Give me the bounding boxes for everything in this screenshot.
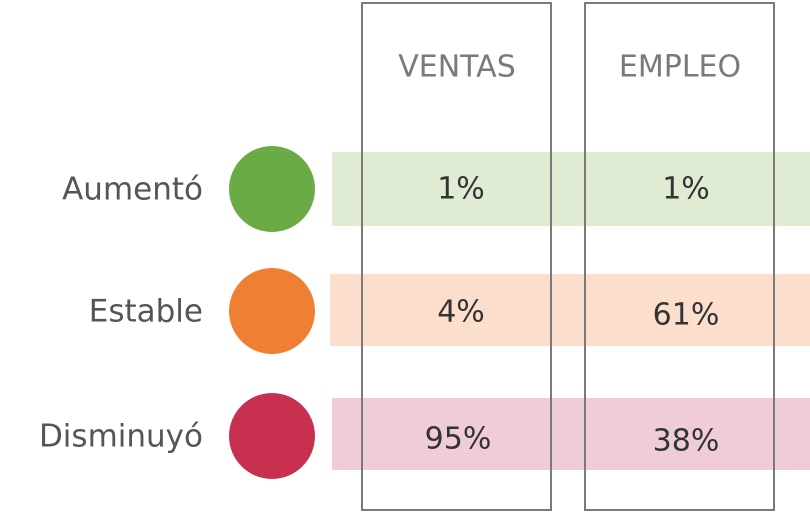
status-dot (229, 146, 315, 232)
column-box (584, 2, 775, 511)
row-label: Disminuyó (39, 419, 203, 455)
status-dot (229, 393, 315, 479)
cell-value: 1% (437, 172, 485, 207)
column-box (361, 2, 552, 511)
row-label: Aumentó (62, 172, 203, 208)
row-band (330, 274, 810, 346)
column-header: EMPLEO (619, 50, 741, 85)
cell-value: 4% (437, 295, 485, 330)
cell-value: 38% (653, 424, 720, 459)
row-band (332, 398, 810, 470)
status-dot (229, 268, 315, 354)
cell-value: 95% (425, 422, 492, 457)
row-band (332, 152, 810, 226)
cell-value: 61% (653, 298, 720, 333)
cell-value: 1% (662, 172, 710, 207)
row-label: Estable (89, 294, 203, 330)
column-header: VENTAS (398, 50, 515, 85)
